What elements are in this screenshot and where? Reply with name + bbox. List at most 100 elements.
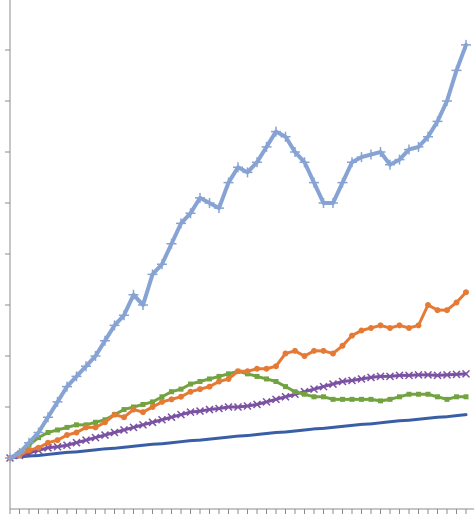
marker bbox=[394, 154, 405, 165]
marker bbox=[140, 401, 146, 407]
marker bbox=[433, 371, 442, 380]
marker bbox=[319, 382, 328, 391]
marker bbox=[376, 372, 385, 381]
marker bbox=[461, 39, 471, 50]
marker bbox=[204, 198, 215, 208]
marker bbox=[385, 372, 395, 381]
marker bbox=[138, 420, 148, 429]
marker bbox=[149, 404, 156, 410]
marker bbox=[271, 395, 281, 404]
marker bbox=[425, 302, 431, 308]
marker bbox=[366, 149, 376, 160]
marker bbox=[178, 386, 184, 392]
marker bbox=[377, 322, 384, 329]
marker bbox=[35, 444, 42, 451]
marker bbox=[167, 413, 176, 422]
marker bbox=[225, 375, 232, 382]
marker bbox=[26, 447, 32, 454]
marker bbox=[368, 396, 374, 402]
marker bbox=[119, 425, 129, 434]
marker bbox=[349, 332, 355, 339]
marker bbox=[83, 424, 89, 431]
marker bbox=[309, 177, 319, 188]
marker bbox=[128, 289, 139, 300]
marker bbox=[454, 394, 459, 400]
marker bbox=[299, 157, 310, 168]
marker bbox=[93, 419, 98, 425]
marker bbox=[226, 371, 231, 377]
marker bbox=[378, 398, 383, 404]
marker bbox=[216, 373, 222, 379]
marker bbox=[45, 439, 51, 446]
marker bbox=[100, 431, 110, 440]
marker bbox=[413, 141, 424, 152]
marker bbox=[406, 391, 412, 397]
marker bbox=[415, 322, 422, 329]
marker bbox=[129, 423, 138, 432]
marker bbox=[14, 447, 25, 458]
marker bbox=[320, 347, 327, 354]
marker bbox=[214, 404, 224, 413]
marker bbox=[90, 351, 101, 361]
marker bbox=[385, 159, 395, 170]
marker bbox=[52, 396, 63, 407]
marker bbox=[43, 412, 53, 423]
marker bbox=[176, 218, 186, 229]
marker bbox=[235, 368, 241, 375]
marker bbox=[432, 116, 443, 127]
marker bbox=[375, 147, 386, 157]
marker bbox=[283, 384, 288, 390]
marker bbox=[53, 442, 62, 451]
marker bbox=[302, 391, 307, 397]
marker bbox=[271, 126, 281, 137]
marker bbox=[195, 407, 205, 416]
marker bbox=[64, 424, 70, 430]
marker bbox=[434, 307, 441, 314]
marker bbox=[356, 152, 367, 163]
marker bbox=[187, 388, 194, 395]
marker bbox=[330, 350, 336, 357]
marker bbox=[404, 144, 414, 155]
marker bbox=[159, 394, 165, 400]
marker bbox=[148, 418, 157, 427]
marker bbox=[338, 377, 347, 386]
marker bbox=[214, 203, 224, 214]
marker bbox=[119, 310, 129, 321]
marker bbox=[387, 324, 393, 331]
marker bbox=[282, 350, 289, 357]
marker bbox=[273, 363, 279, 370]
marker bbox=[206, 383, 213, 390]
marker bbox=[290, 147, 300, 157]
marker bbox=[463, 289, 469, 296]
marker bbox=[178, 393, 184, 400]
marker bbox=[73, 429, 80, 436]
marker bbox=[110, 428, 119, 437]
marker bbox=[102, 419, 108, 426]
marker bbox=[45, 430, 51, 435]
marker bbox=[111, 411, 118, 418]
marker bbox=[280, 131, 291, 142]
marker bbox=[186, 408, 195, 417]
marker bbox=[366, 373, 376, 382]
marker bbox=[242, 167, 253, 178]
marker bbox=[36, 435, 41, 441]
marker bbox=[423, 370, 433, 379]
marker bbox=[54, 437, 61, 444]
marker bbox=[205, 405, 214, 414]
marker bbox=[72, 438, 81, 447]
marker bbox=[24, 437, 34, 448]
marker bbox=[292, 389, 298, 395]
marker bbox=[452, 370, 461, 379]
marker bbox=[414, 370, 423, 379]
marker bbox=[444, 396, 450, 402]
marker bbox=[292, 347, 298, 354]
marker bbox=[368, 324, 374, 331]
marker bbox=[168, 396, 175, 403]
marker bbox=[453, 299, 460, 306]
marker bbox=[252, 157, 262, 168]
marker bbox=[130, 406, 137, 413]
marker bbox=[91, 433, 100, 442]
marker bbox=[140, 409, 146, 416]
marker bbox=[358, 327, 365, 334]
